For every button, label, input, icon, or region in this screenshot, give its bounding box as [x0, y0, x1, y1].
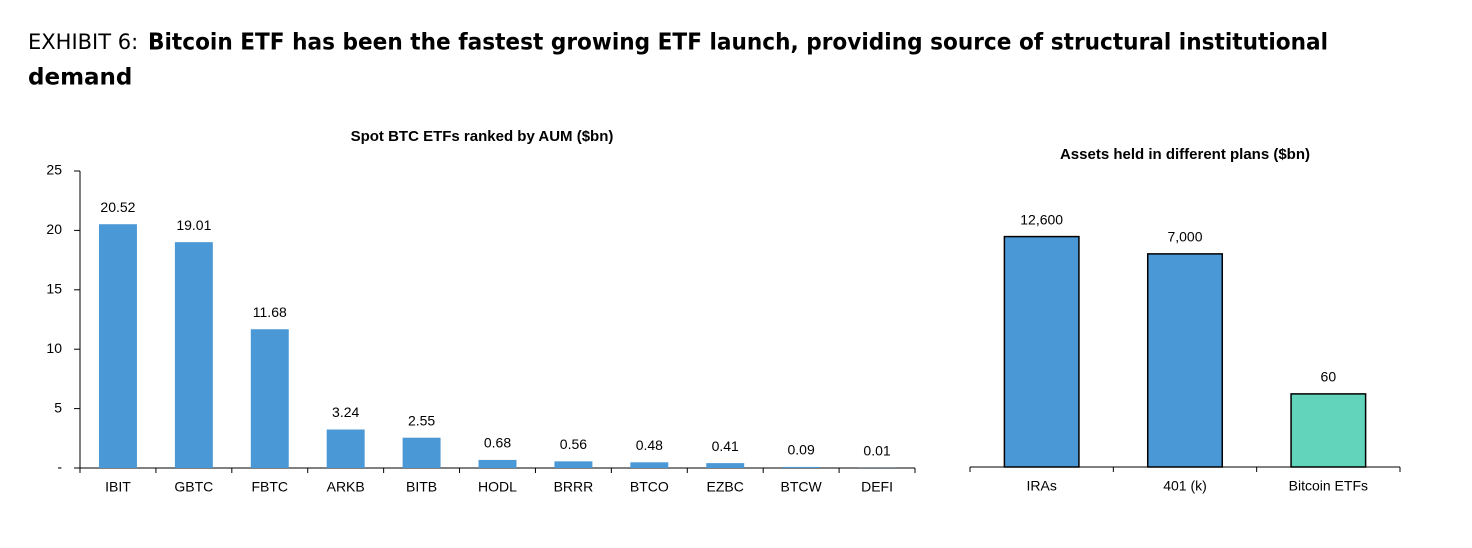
value-label: 11.68 — [253, 304, 287, 320]
x-tick-label: BTCO — [630, 479, 669, 495]
value-label: 0.56 — [560, 436, 587, 452]
value-label: 60 — [1321, 369, 1337, 385]
chart-title: Assets held in different plans ($bn) — [1060, 146, 1310, 163]
exhibit-title: Bitcoin ETF has been the fastest growing… — [148, 30, 1328, 56]
bar — [1003, 235, 1080, 468]
bar — [478, 459, 517, 468]
exhibit-title: demand — [28, 65, 132, 91]
y-tick-label: 20 — [46, 221, 62, 237]
x-tick-label: 401 (k) — [1163, 478, 1207, 494]
value-label: 0.48 — [636, 437, 663, 453]
y-tick-label: 25 — [46, 162, 62, 178]
x-tick-label: IRAs — [1026, 478, 1056, 494]
value-label: 2.55 — [408, 412, 435, 428]
value-label: 0.09 — [788, 442, 815, 458]
x-tick-label: BTCW — [781, 479, 823, 495]
bar — [630, 462, 669, 468]
bar — [782, 466, 821, 468]
x-tick-label: FBTC — [251, 479, 288, 495]
y-tick-label: 15 — [46, 281, 62, 297]
chart-title: Spot BTC ETFs ranked by AUM ($bn) — [351, 128, 614, 145]
x-tick-label: IBIT — [105, 479, 131, 495]
bar — [1146, 253, 1224, 468]
bar — [98, 224, 137, 468]
x-tick-label: EZBC — [707, 479, 744, 495]
value-label: 19.01 — [176, 217, 211, 233]
x-tick-label: BRRR — [554, 479, 594, 495]
x-tick-label: HODL — [478, 479, 517, 495]
value-label: 20.52 — [100, 199, 135, 215]
exhibit-label: EXHIBIT 6: — [28, 30, 138, 54]
y-tick-label: 10 — [46, 340, 62, 356]
value-label: 3.24 — [332, 404, 359, 420]
bar — [1290, 393, 1367, 468]
x-tick-label: Bitcoin ETFs — [1289, 478, 1368, 494]
x-tick-label: GBTC — [174, 479, 213, 495]
value-label: 0.68 — [484, 435, 511, 451]
bar — [250, 329, 289, 468]
bar — [402, 437, 441, 468]
x-tick-label: ARKB — [327, 479, 365, 495]
value-label: 12,600 — [1020, 211, 1063, 227]
bar — [554, 461, 593, 468]
x-tick-label: BITB — [406, 479, 437, 495]
bar — [706, 463, 745, 468]
value-label: 7,000 — [1167, 229, 1202, 245]
y-tick-label: - — [57, 459, 62, 475]
bar — [326, 429, 365, 468]
y-tick-label: 5 — [54, 399, 62, 415]
bar — [174, 242, 213, 468]
value-label: 0.01 — [863, 443, 890, 459]
x-tick-label: DEFI — [861, 479, 893, 495]
value-label: 0.41 — [712, 438, 739, 454]
